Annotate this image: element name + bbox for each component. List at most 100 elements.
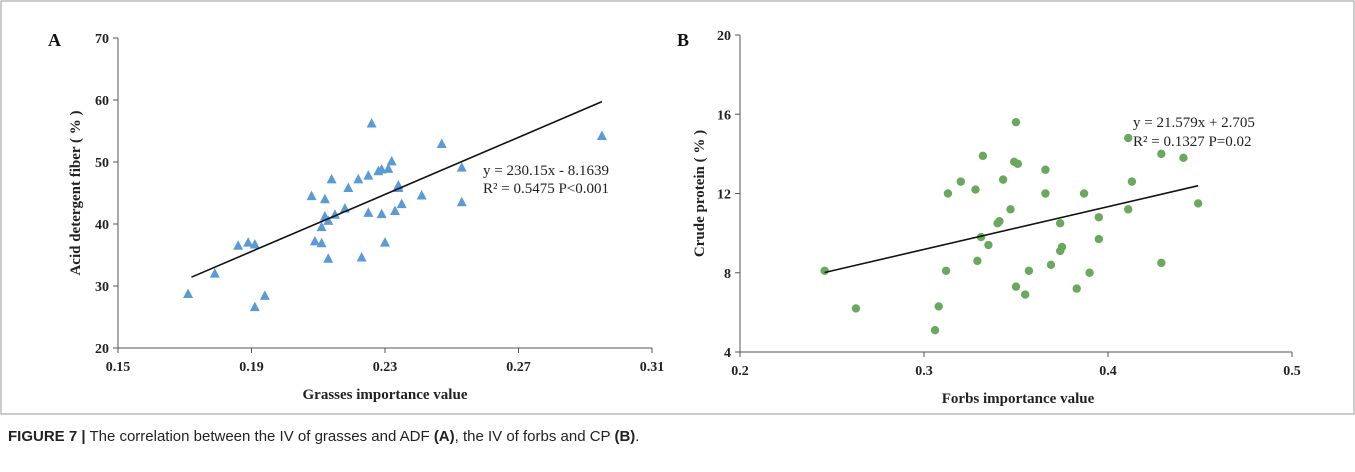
x-axis-title: Grasses importance value <box>303 387 468 403</box>
regression-equation: y = 230.15x - 8.1639 <box>483 163 609 179</box>
x-tick-label: 0.15 <box>106 360 131 375</box>
data-point <box>1157 149 1166 159</box>
data-point <box>1024 266 1034 275</box>
data-point <box>316 237 327 248</box>
caption-tag-b: (B) <box>614 428 636 445</box>
trendline <box>824 184 1199 274</box>
x-tick-label: 0.4 <box>1099 364 1117 379</box>
data-point <box>306 190 317 201</box>
data-point <box>1011 282 1021 291</box>
panel-b: B 4 8 12 16 20 0.2 0.3 0.4 0.5 Forbs importance va… <box>677 29 1301 407</box>
y-tick-label: 12 <box>717 188 731 203</box>
data-point <box>973 256 982 266</box>
data-point <box>984 240 993 250</box>
data-point <box>956 177 965 186</box>
regression-equation: y = 21.579x + 2.705 <box>1133 115 1255 131</box>
y-tick-label: 16 <box>717 108 731 123</box>
data-point <box>416 189 427 200</box>
y-tick-label: 40 <box>95 218 109 233</box>
panel-letter: B <box>677 30 689 50</box>
data-point <box>1157 258 1166 268</box>
x-axis-title: Forbs importance value <box>942 391 1095 407</box>
figure-caption: FIGURE 7 | The correlation between the I… <box>8 428 1348 445</box>
data-point <box>971 185 980 194</box>
data-point <box>380 237 390 247</box>
data-point <box>326 173 337 184</box>
y-axis-title: Crude protein ( % ) <box>692 130 708 257</box>
data-point <box>356 251 367 262</box>
caption-text-1: The correlation between the IV of grasse… <box>85 428 434 445</box>
data-point <box>249 238 260 249</box>
regression-stats: R² = 0.5475 P<0.001 <box>483 181 609 197</box>
x-tick-label: 0.19 <box>239 360 264 375</box>
data-point <box>316 221 327 232</box>
data-point <box>243 237 254 247</box>
data-point <box>930 326 940 335</box>
data-point <box>851 304 861 313</box>
data-point <box>436 138 447 149</box>
data-point <box>376 163 387 174</box>
data-point <box>1127 177 1137 186</box>
data-point <box>1006 205 1015 214</box>
caption-label: FIGURE 7 | <box>8 428 86 445</box>
data-point <box>1072 284 1081 293</box>
data-point <box>943 189 953 198</box>
data-point <box>363 170 374 180</box>
y-tick-label: 30 <box>95 280 109 295</box>
data-point <box>1179 153 1188 163</box>
data-point <box>596 130 607 140</box>
data-point <box>383 163 394 173</box>
y-tick-label: 20 <box>95 342 109 357</box>
x-tick-label: 0.27 <box>506 360 531 375</box>
data-point <box>323 253 334 263</box>
data-point <box>1094 213 1104 222</box>
data-point <box>1011 117 1021 127</box>
panel-letter: A <box>48 30 61 50</box>
data-point <box>353 173 364 184</box>
x-tick-label: 0.5 <box>1283 364 1301 379</box>
regression-stats: R² = 0.1327 P=0.02 <box>1133 134 1252 150</box>
x-tick-label: 0.3 <box>915 364 933 379</box>
y-tick-label: 4 <box>724 346 731 361</box>
data-point <box>309 235 320 246</box>
data-point <box>396 198 407 209</box>
data-point <box>1055 219 1065 228</box>
x-tick-label: 0.23 <box>373 360 398 375</box>
data-point <box>363 207 374 217</box>
y-tick-label: 8 <box>724 267 731 282</box>
caption-text-3: . <box>635 428 640 445</box>
data-point <box>183 288 194 299</box>
data-point <box>1013 159 1023 168</box>
data-point <box>366 118 377 128</box>
panel-a: A 20 30 40 50 60 70 0.15 0.19 0.23 0.27 0.31 Grasses… <box>48 30 664 403</box>
data-point <box>820 266 829 275</box>
trendline <box>191 100 603 278</box>
data-point <box>1085 268 1094 277</box>
data-point <box>941 266 951 275</box>
data-point <box>1094 234 1104 244</box>
data-point <box>1124 133 1133 143</box>
data-point <box>1193 199 1203 208</box>
data-point <box>998 175 1008 184</box>
data-point <box>1020 290 1030 299</box>
data-point <box>249 301 260 312</box>
data-point <box>995 217 1004 226</box>
data-point <box>1079 189 1089 198</box>
data-point <box>209 268 220 278</box>
y-axis-title: Acid detergent fiber ( % ) <box>68 110 84 275</box>
data-point <box>323 215 334 225</box>
caption-tag-a: (A) <box>433 428 455 445</box>
data-point <box>343 182 354 193</box>
y-tick-label: 60 <box>95 94 109 109</box>
data-point <box>1124 205 1133 214</box>
figure-border <box>0 0 1355 415</box>
data-point <box>1041 189 1050 198</box>
y-tick-label: 20 <box>717 29 731 44</box>
y-tick-label: 50 <box>95 156 109 171</box>
x-tick-label: 0.31 <box>640 360 665 375</box>
y-tick-label: 70 <box>95 32 109 47</box>
data-point <box>233 240 244 250</box>
data-point <box>376 208 387 219</box>
